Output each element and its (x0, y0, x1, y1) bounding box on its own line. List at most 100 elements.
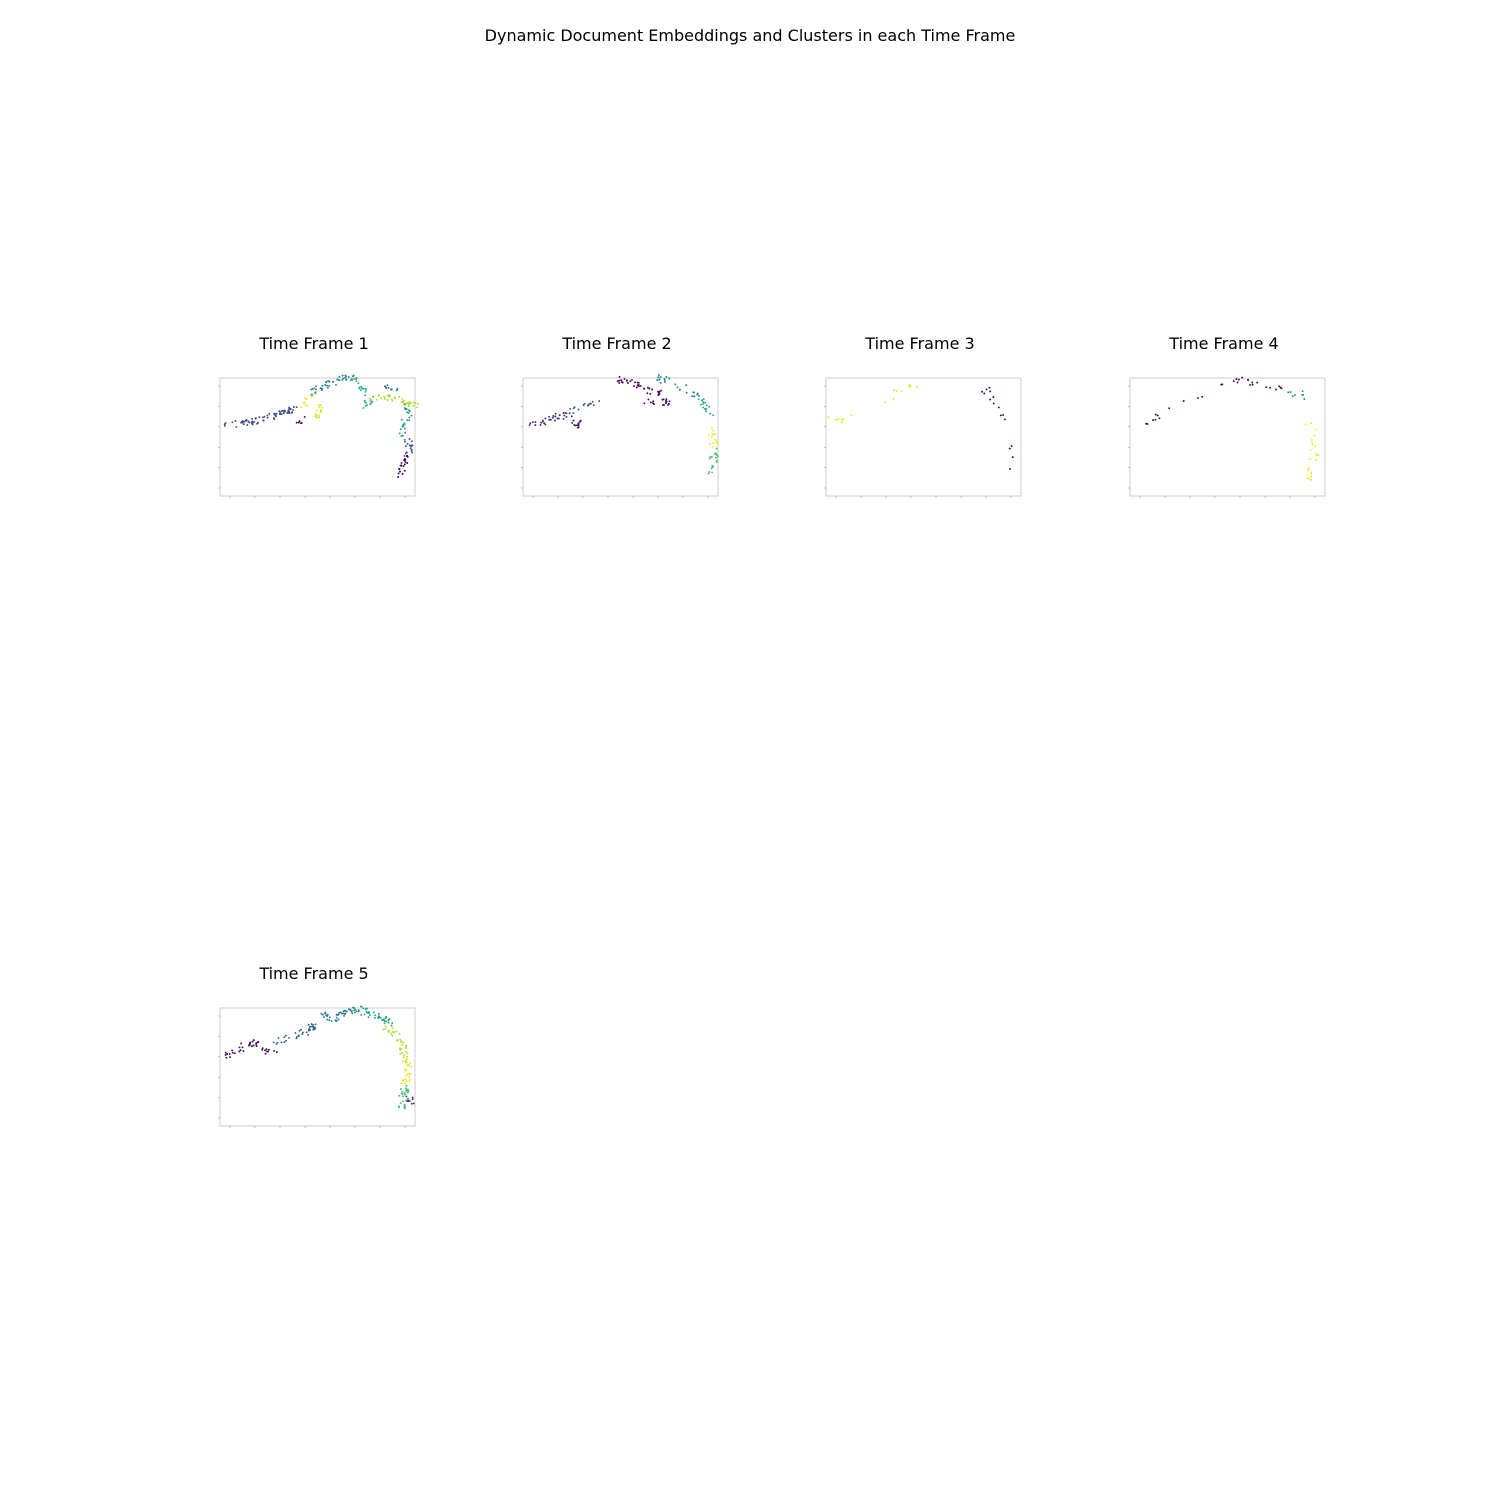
scatter-point (707, 434, 710, 437)
scatter-point (408, 1064, 410, 1067)
scatter-point (1009, 467, 1011, 470)
scatter-point (884, 401, 887, 404)
scatter-point (298, 1029, 301, 1032)
scatter-point (1168, 407, 1171, 410)
scatter-point (315, 385, 317, 388)
scatter-point (992, 396, 995, 398)
scatter-point (583, 402, 586, 405)
scatter-point (241, 1046, 244, 1049)
scatter-point (261, 1048, 264, 1051)
scatter-point (408, 444, 411, 447)
scatter-point (396, 1039, 399, 1042)
scatter-point (574, 424, 577, 427)
scatter-point (310, 393, 313, 396)
scatter-point (696, 392, 699, 395)
scatter-point (556, 417, 559, 420)
scatter-point (631, 378, 633, 381)
scatter-point (1310, 473, 1313, 475)
scatter-point (407, 409, 410, 412)
scatter-point (1145, 422, 1148, 425)
scatter-point (244, 419, 247, 422)
scatter-point (711, 471, 714, 474)
scatter-point (327, 380, 330, 382)
scatter-point (354, 1008, 357, 1011)
scatter-point (362, 406, 365, 409)
scatter-point (629, 380, 632, 383)
scatter-point (403, 469, 406, 472)
scatter-point (1311, 443, 1314, 446)
scatter-point (303, 401, 306, 404)
scatter-point (406, 1055, 409, 1058)
scatter-point (697, 398, 700, 401)
scatter-point (983, 392, 986, 395)
scatter-point (1008, 447, 1011, 450)
scatter-point (658, 378, 661, 381)
scatter-point (406, 1091, 409, 1094)
scatter-point (406, 419, 409, 422)
scatter-point (708, 405, 711, 408)
panel-title: Time Frame 3 (865, 334, 975, 353)
scatter-point (374, 1016, 376, 1019)
scatter-point (548, 418, 551, 421)
scatter-point (390, 388, 392, 391)
scatter-point (400, 1082, 403, 1085)
scatter-point (639, 385, 642, 387)
scatter-point (395, 1030, 398, 1033)
scatter-point (403, 454, 406, 457)
scatter-point (400, 461, 403, 464)
scatter-point (266, 416, 269, 419)
scatter-point (387, 1030, 390, 1033)
scatter-point (643, 402, 646, 405)
scatter-point (1309, 458, 1312, 461)
scatter-point (390, 1024, 393, 1027)
scatter-point (1314, 459, 1317, 461)
scatter-point (715, 461, 718, 463)
scatter-point (412, 401, 415, 404)
scatter-point (335, 1016, 338, 1019)
scatter-point (408, 401, 411, 404)
scatter-point (410, 449, 413, 452)
time-frame-1-panel: Time Frame 1 (194, 334, 434, 504)
scatter-point (246, 424, 249, 426)
scatter-point (554, 412, 557, 415)
scatter-point (275, 412, 278, 415)
scatter-point (403, 1092, 406, 1094)
scatter-point (224, 424, 226, 427)
scatter-point (406, 1064, 409, 1067)
scatter-point (369, 403, 372, 406)
scatter-point (294, 1031, 297, 1034)
scatter-point (665, 375, 668, 378)
scatter-point (280, 410, 283, 413)
scatter-point (403, 403, 406, 406)
scatter-point (360, 1005, 363, 1008)
scatter-point (534, 424, 537, 427)
scatter-point (386, 394, 389, 397)
scatter-point (326, 1015, 328, 1018)
scatter-point (404, 1078, 407, 1081)
scatter-point (1291, 395, 1294, 398)
scatter-point (572, 412, 575, 415)
scatter-point (292, 408, 294, 411)
scatter-point (300, 422, 303, 424)
scatter-point (1307, 467, 1310, 470)
scatter-point (562, 417, 565, 420)
scatter-point (620, 379, 623, 382)
scatter-point (378, 394, 381, 397)
scatter-point (403, 438, 406, 441)
scatter-point (305, 1031, 308, 1034)
scatter-point (411, 1098, 414, 1101)
scatter-point (1278, 385, 1281, 388)
scatter-point (328, 384, 331, 387)
scatter-point (391, 1026, 394, 1029)
scatter-point (407, 403, 410, 406)
scatter-point (552, 414, 555, 417)
scatter-point (366, 1011, 369, 1014)
scatter-point (262, 419, 265, 422)
scatter-point (313, 387, 316, 390)
scatter-point (393, 1031, 395, 1034)
time-frame-3-panel: Time Frame 3 (800, 334, 1040, 504)
scatter-point (893, 389, 896, 392)
scatter-point (665, 398, 668, 401)
scatter-point (360, 1013, 363, 1016)
scatter-point (1306, 477, 1309, 480)
